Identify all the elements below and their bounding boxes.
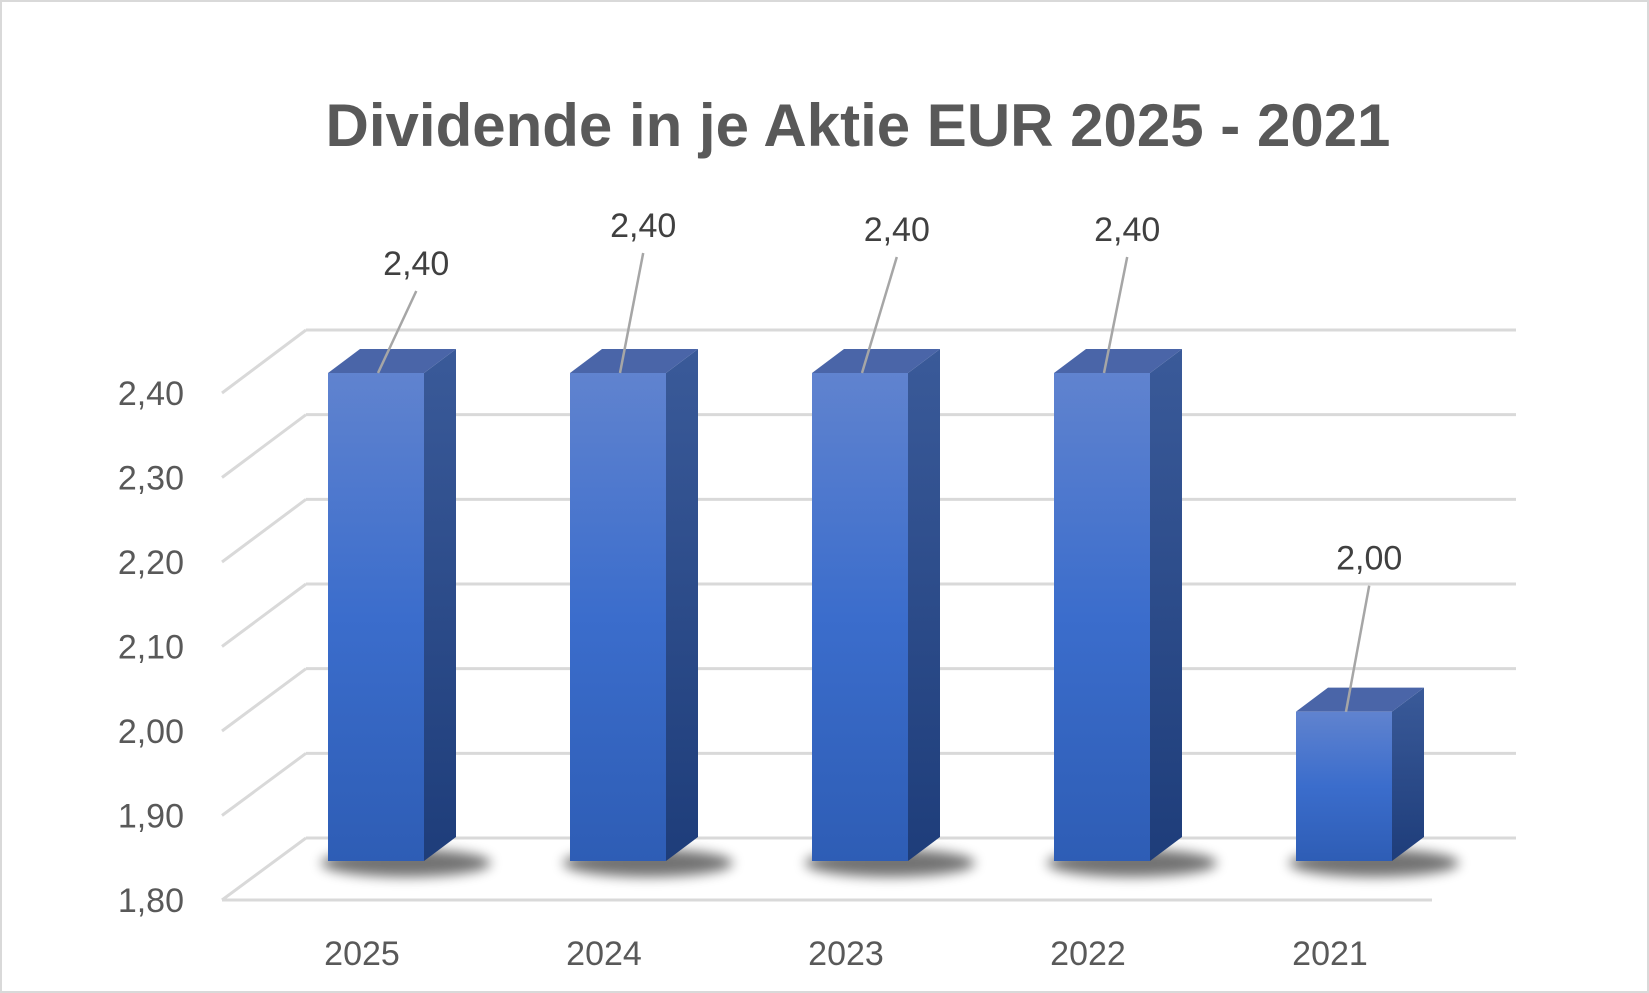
leader-line [1102,256,1129,374]
x-tick-label: 2021 [1292,935,1368,973]
bar [328,373,424,861]
data-label: 2,40 [1094,211,1160,249]
bar-top [328,349,456,373]
gridline-depth [221,582,307,648]
bar-side [666,349,698,861]
bar-top [570,349,698,373]
bar [1296,711,1392,861]
bar [812,373,908,861]
gridline-depth [221,836,307,902]
leader-line [618,252,645,374]
gridline-depth [221,413,307,479]
leader-line [1344,585,1371,712]
bar-top [1054,349,1182,373]
gridline-depth [221,328,307,395]
gridline-depth [221,752,307,817]
leader-line [860,256,898,374]
leader-line [376,290,418,374]
bar-side [1392,687,1424,861]
y-tick-label: 1,80 [118,882,184,920]
y-tick-label: 2,00 [118,713,184,751]
gridline-depth [221,667,307,733]
bar-side [1150,349,1182,861]
data-label: 2,40 [610,207,676,245]
bar-top [1296,687,1424,712]
data-label: 2,40 [864,211,930,249]
gridline-depth [221,498,307,564]
data-label: 2,00 [1336,540,1402,578]
x-tick-label: 2024 [566,935,642,973]
data-label: 2,40 [383,245,449,283]
y-tick-label: 2,10 [118,629,184,667]
x-tick-label: 2023 [808,935,884,973]
bar [570,373,666,861]
bar-top [812,349,940,373]
y-tick-label: 2,20 [118,544,184,582]
bar-side [908,349,940,861]
bar [1054,373,1150,861]
y-tick-label: 1,90 [118,798,184,836]
chart-title: Dividende in je Aktie EUR 2025 - 2021 [326,92,1391,159]
y-tick-label: 2,30 [118,460,184,498]
y-tick-label: 2,40 [118,375,184,413]
x-tick-label: 2022 [1050,935,1126,973]
x-tick-label: 2025 [324,935,400,973]
bar-side [424,349,456,861]
